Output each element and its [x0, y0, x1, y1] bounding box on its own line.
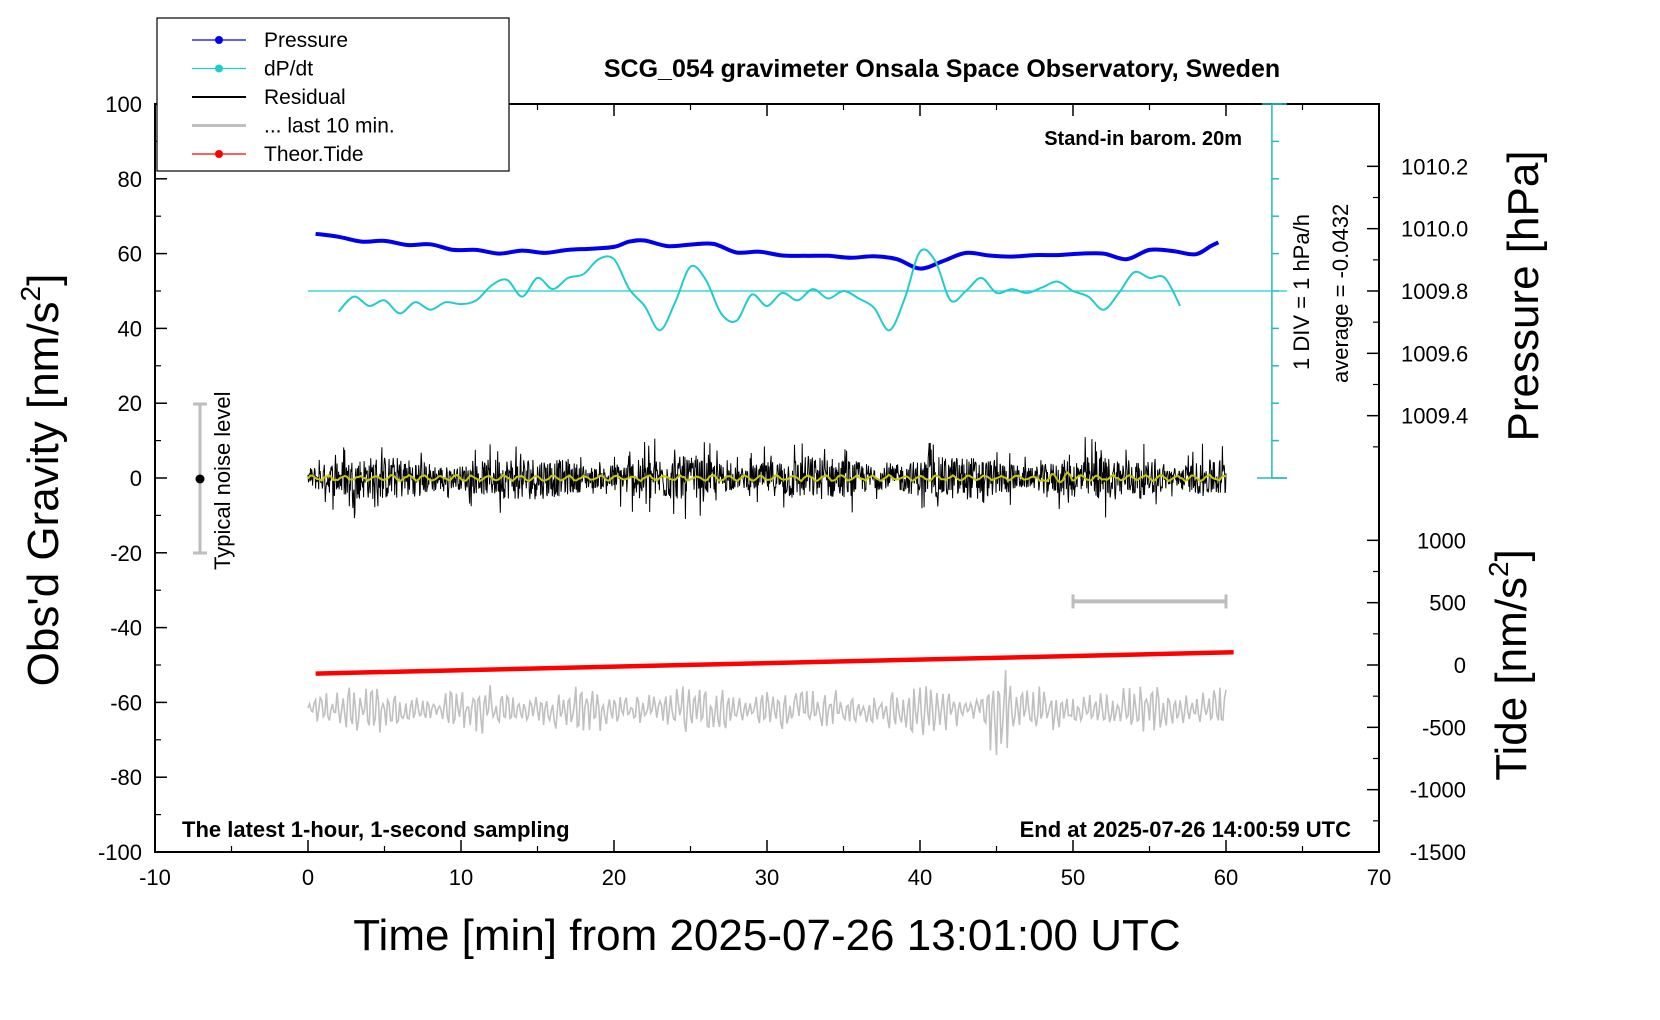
x-tick-label: 60	[1214, 865, 1238, 890]
legend-label: Residual	[264, 86, 346, 109]
legend-label: Theor.Tide	[264, 143, 364, 166]
y-tick-label: 80	[118, 167, 142, 192]
chart-title: SCG_054 gravimeter Onsala Space Observat…	[604, 55, 1280, 83]
x-tick-label: 10	[449, 865, 473, 890]
x-tick-label: 70	[1367, 865, 1391, 890]
dpdt-line	[337, 248, 1181, 332]
noise-level-marker	[193, 402, 207, 555]
pressure-tick-label: 1009.4	[1401, 404, 1468, 429]
tide-tick-label: -1500	[1410, 840, 1466, 865]
y-tick-label: 40	[118, 316, 142, 341]
legend-label: ... last 10 min.	[264, 115, 395, 138]
right-axis-ticks: 1010.2 1010.0 1009.8 1009.6 1009.4 1000 500 0 -5…	[1367, 154, 1468, 865]
last-10-min-line	[307, 670, 1227, 756]
legend-label: Pressure	[264, 29, 348, 52]
y-axis-tide-title-main: Tide [nm/s	[1487, 577, 1536, 781]
y-tick-label: -20	[110, 541, 142, 566]
tide-tick-label: -1000	[1410, 778, 1466, 803]
x-tick-label: -10	[139, 865, 171, 890]
legend-marker	[215, 150, 223, 158]
average-note: average = -0.0432	[1328, 204, 1353, 383]
series-group	[307, 231, 1288, 756]
y-tick-label: -100	[98, 840, 142, 865]
y-axis-left-title-end: ]	[19, 274, 68, 286]
y-axis-tide-title-sup: 2	[1483, 561, 1514, 577]
x-tick-label: 30	[755, 865, 779, 890]
y-tick-label: 60	[118, 242, 142, 267]
noise-level-label: Typical noise level	[210, 391, 235, 570]
tide-tick-label: -500	[1422, 715, 1466, 740]
pressure-line	[315, 231, 1220, 271]
residual-smoothed-line	[307, 471, 1227, 484]
footer-left: The latest 1-hour, 1-second sampling	[182, 817, 570, 842]
pressure-tick-label: 1010.2	[1401, 154, 1468, 179]
div-scale-note: 1 DIV = 1 hPa/h	[1289, 214, 1314, 370]
legend: Pressure dP/dt Residual ... last 10 min. The…	[156, 17, 510, 172]
pressure-tick-label: 1010.0	[1401, 217, 1468, 242]
y-axis-tide-title: Tide [nm/s2]	[1483, 549, 1536, 781]
x-axis-ticks: -10 0 10 20 30 40 50 60 70	[139, 104, 1391, 890]
y-tick-label: -60	[110, 690, 142, 715]
y-axis-ticks: 100 80 60 40 20 0 -20 -40 -60 -80 -100	[98, 92, 167, 865]
y-tick-label: -80	[110, 765, 142, 790]
y-tick-label: -40	[110, 616, 142, 641]
x-tick-label: 50	[1061, 865, 1085, 890]
legend-marker	[215, 64, 223, 73]
y-tick-label: 0	[130, 466, 142, 491]
x-tick-label: 40	[908, 865, 932, 890]
x-axis-title: Time [min] from 2025-07-26 13:01:00 UTC	[353, 911, 1180, 960]
y-axis-left-title-main: Obs'd Gravity [nm/s	[19, 301, 68, 686]
tide-tick-label: 0	[1454, 653, 1466, 678]
tide-tick-label: 1000	[1417, 528, 1466, 553]
pressure-tick-label: 1009.6	[1401, 341, 1468, 366]
x-tick-label: 0	[302, 865, 314, 890]
footer-right: End at 2025-07-26 14:00:59 UTC	[1020, 817, 1351, 842]
legend-marker	[215, 36, 223, 44]
tide-tick-label: 500	[1429, 591, 1466, 616]
y-axis-left-title: Obs'd Gravity [nm/s2]	[15, 274, 68, 687]
x-tick-label: 20	[602, 865, 626, 890]
y-axis-tide-title-end: ]	[1487, 549, 1536, 561]
y-axis-pressure-title: Pressure [hPa]	[1499, 150, 1548, 441]
legend-label: dP/dt	[264, 58, 313, 81]
y-tick-label: 100	[105, 92, 142, 117]
tide-line	[315, 650, 1234, 676]
pressure-tick-label: 1009.8	[1401, 279, 1468, 304]
legend-box	[156, 17, 510, 172]
y-axis-left-title-sup: 2	[15, 286, 46, 302]
y-tick-label: 20	[118, 391, 142, 416]
stand-in-note: Stand-in barom. 20m	[1044, 128, 1242, 150]
